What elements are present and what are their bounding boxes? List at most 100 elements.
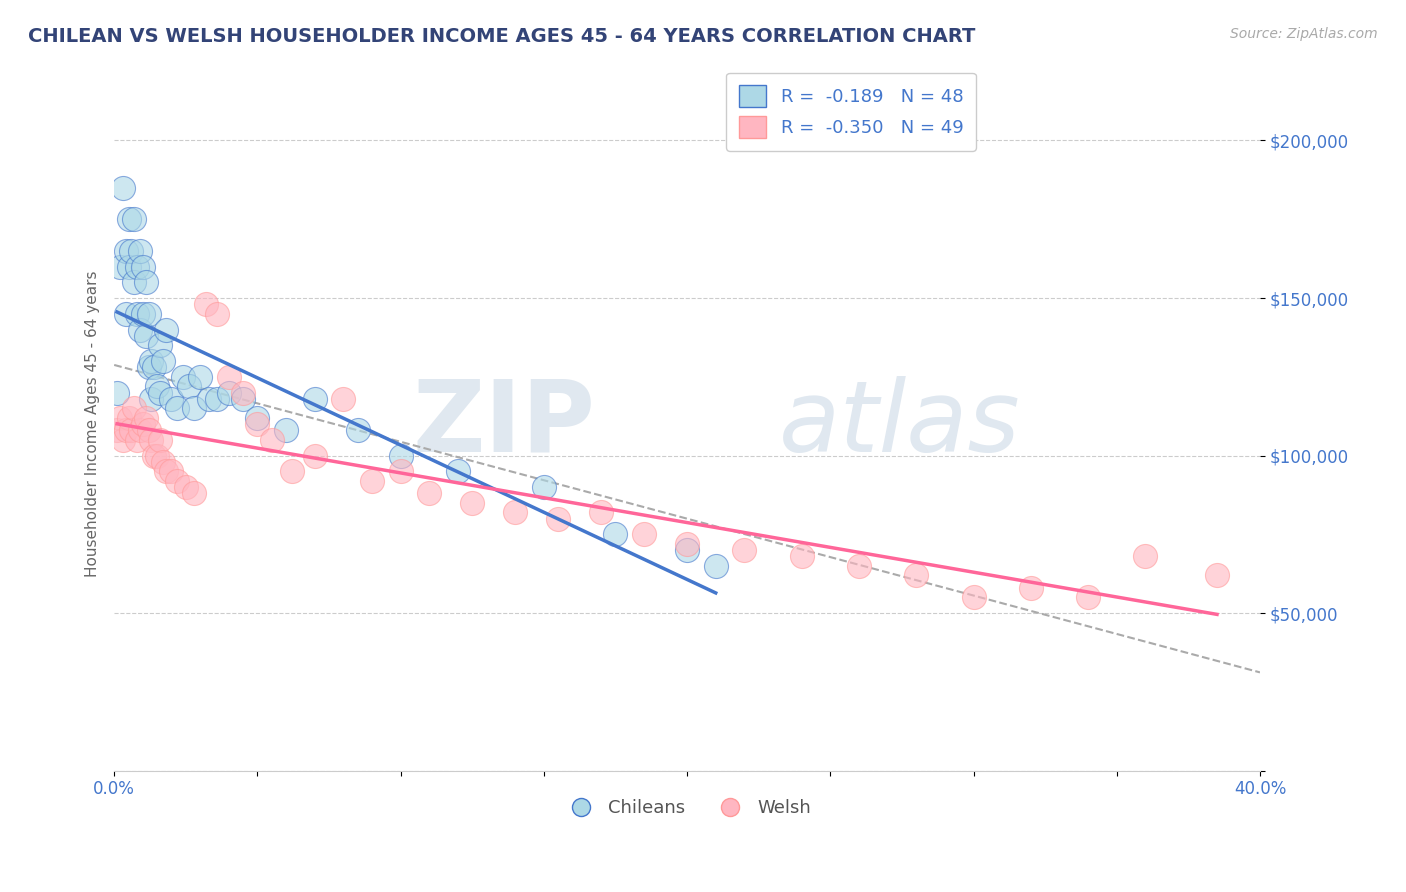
Point bbox=[166, 474, 188, 488]
Point bbox=[146, 379, 169, 393]
Point bbox=[346, 423, 368, 437]
Point bbox=[155, 322, 177, 336]
Point bbox=[146, 449, 169, 463]
Point bbox=[905, 568, 928, 582]
Point bbox=[114, 423, 136, 437]
Point bbox=[132, 417, 155, 431]
Point bbox=[1019, 581, 1042, 595]
Point bbox=[135, 275, 157, 289]
Point bbox=[141, 354, 163, 368]
Point bbox=[129, 244, 152, 258]
Point bbox=[461, 496, 484, 510]
Point bbox=[246, 410, 269, 425]
Point bbox=[143, 360, 166, 375]
Point bbox=[149, 385, 172, 400]
Point bbox=[547, 511, 569, 525]
Point bbox=[127, 307, 149, 321]
Point bbox=[197, 392, 219, 406]
Point bbox=[143, 449, 166, 463]
Point bbox=[127, 433, 149, 447]
Point bbox=[138, 360, 160, 375]
Point bbox=[962, 591, 984, 605]
Point bbox=[117, 212, 139, 227]
Point bbox=[160, 464, 183, 478]
Point bbox=[114, 307, 136, 321]
Point bbox=[704, 558, 727, 573]
Point bbox=[304, 449, 326, 463]
Point bbox=[304, 392, 326, 406]
Point bbox=[207, 307, 229, 321]
Point bbox=[281, 464, 304, 478]
Text: atlas: atlas bbox=[779, 376, 1021, 473]
Point bbox=[141, 392, 163, 406]
Point bbox=[848, 558, 870, 573]
Point bbox=[149, 338, 172, 352]
Point bbox=[260, 433, 283, 447]
Text: Source: ZipAtlas.com: Source: ZipAtlas.com bbox=[1230, 27, 1378, 41]
Point bbox=[676, 537, 699, 551]
Point bbox=[160, 392, 183, 406]
Point bbox=[676, 543, 699, 558]
Point bbox=[194, 297, 217, 311]
Point bbox=[111, 180, 134, 194]
Point bbox=[111, 433, 134, 447]
Text: ZIP: ZIP bbox=[412, 376, 595, 473]
Point bbox=[149, 433, 172, 447]
Point bbox=[1077, 591, 1099, 605]
Point bbox=[389, 464, 412, 478]
Point bbox=[108, 410, 131, 425]
Point bbox=[633, 527, 655, 541]
Point bbox=[135, 328, 157, 343]
Point bbox=[361, 474, 384, 488]
Point bbox=[172, 369, 194, 384]
Point bbox=[152, 354, 174, 368]
Point bbox=[218, 385, 240, 400]
Point bbox=[733, 543, 755, 558]
Point bbox=[232, 392, 254, 406]
Point bbox=[129, 322, 152, 336]
Point bbox=[174, 480, 197, 494]
Point bbox=[120, 244, 142, 258]
Point bbox=[232, 385, 254, 400]
Point bbox=[122, 401, 145, 416]
Point bbox=[138, 423, 160, 437]
Point bbox=[177, 379, 200, 393]
Point bbox=[132, 307, 155, 321]
Point bbox=[129, 423, 152, 437]
Point bbox=[138, 307, 160, 321]
Legend: Chileans, Welsh: Chileans, Welsh bbox=[555, 791, 818, 824]
Point bbox=[127, 260, 149, 274]
Point bbox=[533, 480, 555, 494]
Point bbox=[447, 464, 470, 478]
Point bbox=[105, 385, 128, 400]
Point bbox=[155, 464, 177, 478]
Point bbox=[389, 449, 412, 463]
Text: CHILEAN VS WELSH HOUSEHOLDER INCOME AGES 45 - 64 YEARS CORRELATION CHART: CHILEAN VS WELSH HOUSEHOLDER INCOME AGES… bbox=[28, 27, 976, 45]
Point bbox=[135, 410, 157, 425]
Point bbox=[120, 423, 142, 437]
Point bbox=[117, 410, 139, 425]
Point bbox=[418, 486, 440, 500]
Point bbox=[332, 392, 354, 406]
Point bbox=[132, 260, 155, 274]
Point bbox=[790, 549, 813, 564]
Y-axis label: Householder Income Ages 45 - 64 years: Householder Income Ages 45 - 64 years bbox=[86, 271, 100, 577]
Point bbox=[105, 423, 128, 437]
Point bbox=[108, 260, 131, 274]
Point bbox=[114, 244, 136, 258]
Point bbox=[188, 369, 211, 384]
Point bbox=[503, 505, 526, 519]
Point bbox=[183, 401, 205, 416]
Point bbox=[141, 433, 163, 447]
Point bbox=[122, 212, 145, 227]
Point bbox=[183, 486, 205, 500]
Point bbox=[117, 260, 139, 274]
Point bbox=[166, 401, 188, 416]
Point bbox=[605, 527, 627, 541]
Point bbox=[274, 423, 297, 437]
Point bbox=[122, 275, 145, 289]
Point bbox=[152, 455, 174, 469]
Point bbox=[246, 417, 269, 431]
Point bbox=[1206, 568, 1229, 582]
Point bbox=[591, 505, 613, 519]
